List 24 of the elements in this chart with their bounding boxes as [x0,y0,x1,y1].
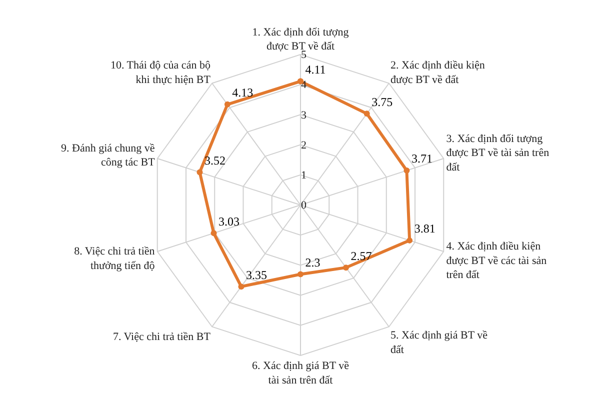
data-label: 4.11 [305,62,326,77]
spoke-label: 10. Thái độ của cán bộ khi thực hiện BT [110,60,211,86]
data-label: 4.13 [232,86,254,100]
y-tick-label: 2 [301,139,306,152]
data-label: 3.75 [372,94,393,109]
spoke-label: 8. Việc chi trả tiền thưởng tiến độ [74,245,156,272]
data-label: 3.52 [204,154,226,168]
data-label: 3.03 [218,214,240,228]
spoke-label: 3. Xác định đối tượng được BT về tài sản trên đất [446,132,550,174]
spoke-label: 6. Xác định giá BT về tài sản trên đất [252,360,350,386]
y-tick-label: 1 [301,169,306,182]
data-label: 3.35 [246,268,267,282]
data-label: 2.3 [305,255,320,270]
spoke-label: 2. Xác định điều kiện được BT về đất [390,60,486,86]
spoke-label: 9. Đánh giá chung về công tác BT [61,142,156,169]
spoke-label: 7. Việc chi trả tiền BT [112,331,211,344]
data-label: 3.71 [411,152,432,166]
data-label: 2.57 [350,248,372,263]
spoke-label: 4. Xác định điều kiện được BT về các tài sản trên đất [446,240,548,282]
y-tick-label: 5 [301,49,307,62]
y-tick-label: 3 [301,109,307,122]
data-label: 3.81 [414,222,436,236]
y-tick-label: 0 [301,200,307,212]
spoke-label: 5. Xác định giá BT về đất [390,330,488,356]
